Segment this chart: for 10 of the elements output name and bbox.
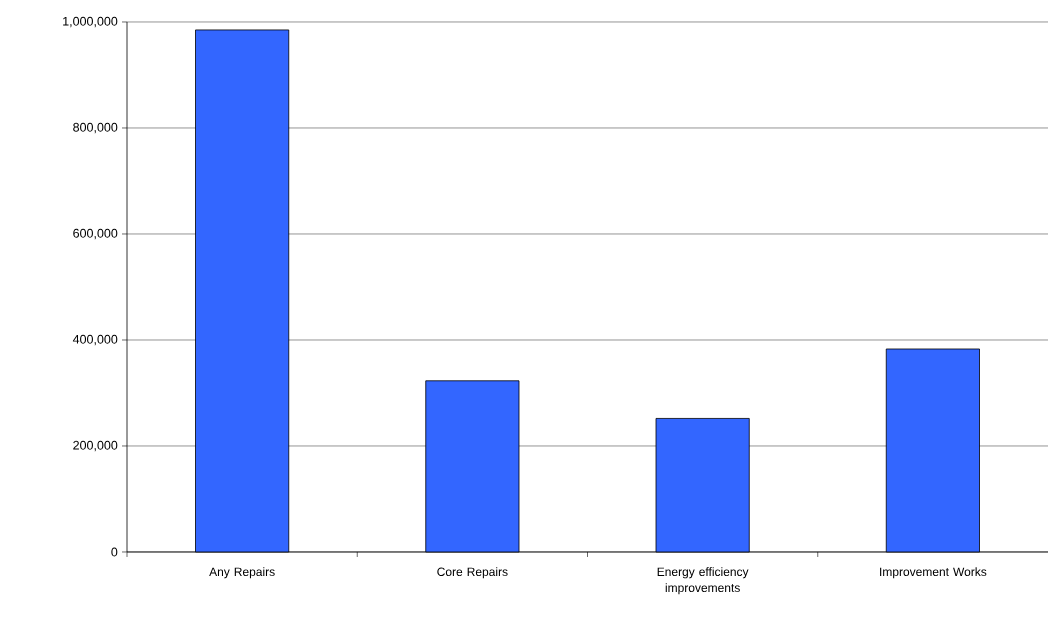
x-tick-label: Any Repairs [209, 567, 275, 579]
x-tick-label: Energy efficiency improvements [657, 567, 749, 595]
x-tick-label: Improvement Works [880, 567, 987, 579]
y-tick-label: 200,000 [73, 440, 118, 452]
y-tick-label: 800,000 [73, 122, 118, 134]
y-tick-label: 600,000 [73, 228, 118, 240]
y-tick-label: 400,000 [72, 334, 118, 346]
x-tick-label: Core Repairs [437, 567, 508, 579]
y-tick-label: 0 [111, 547, 118, 557]
y-tick-label: 1,000,000 [63, 16, 118, 28]
